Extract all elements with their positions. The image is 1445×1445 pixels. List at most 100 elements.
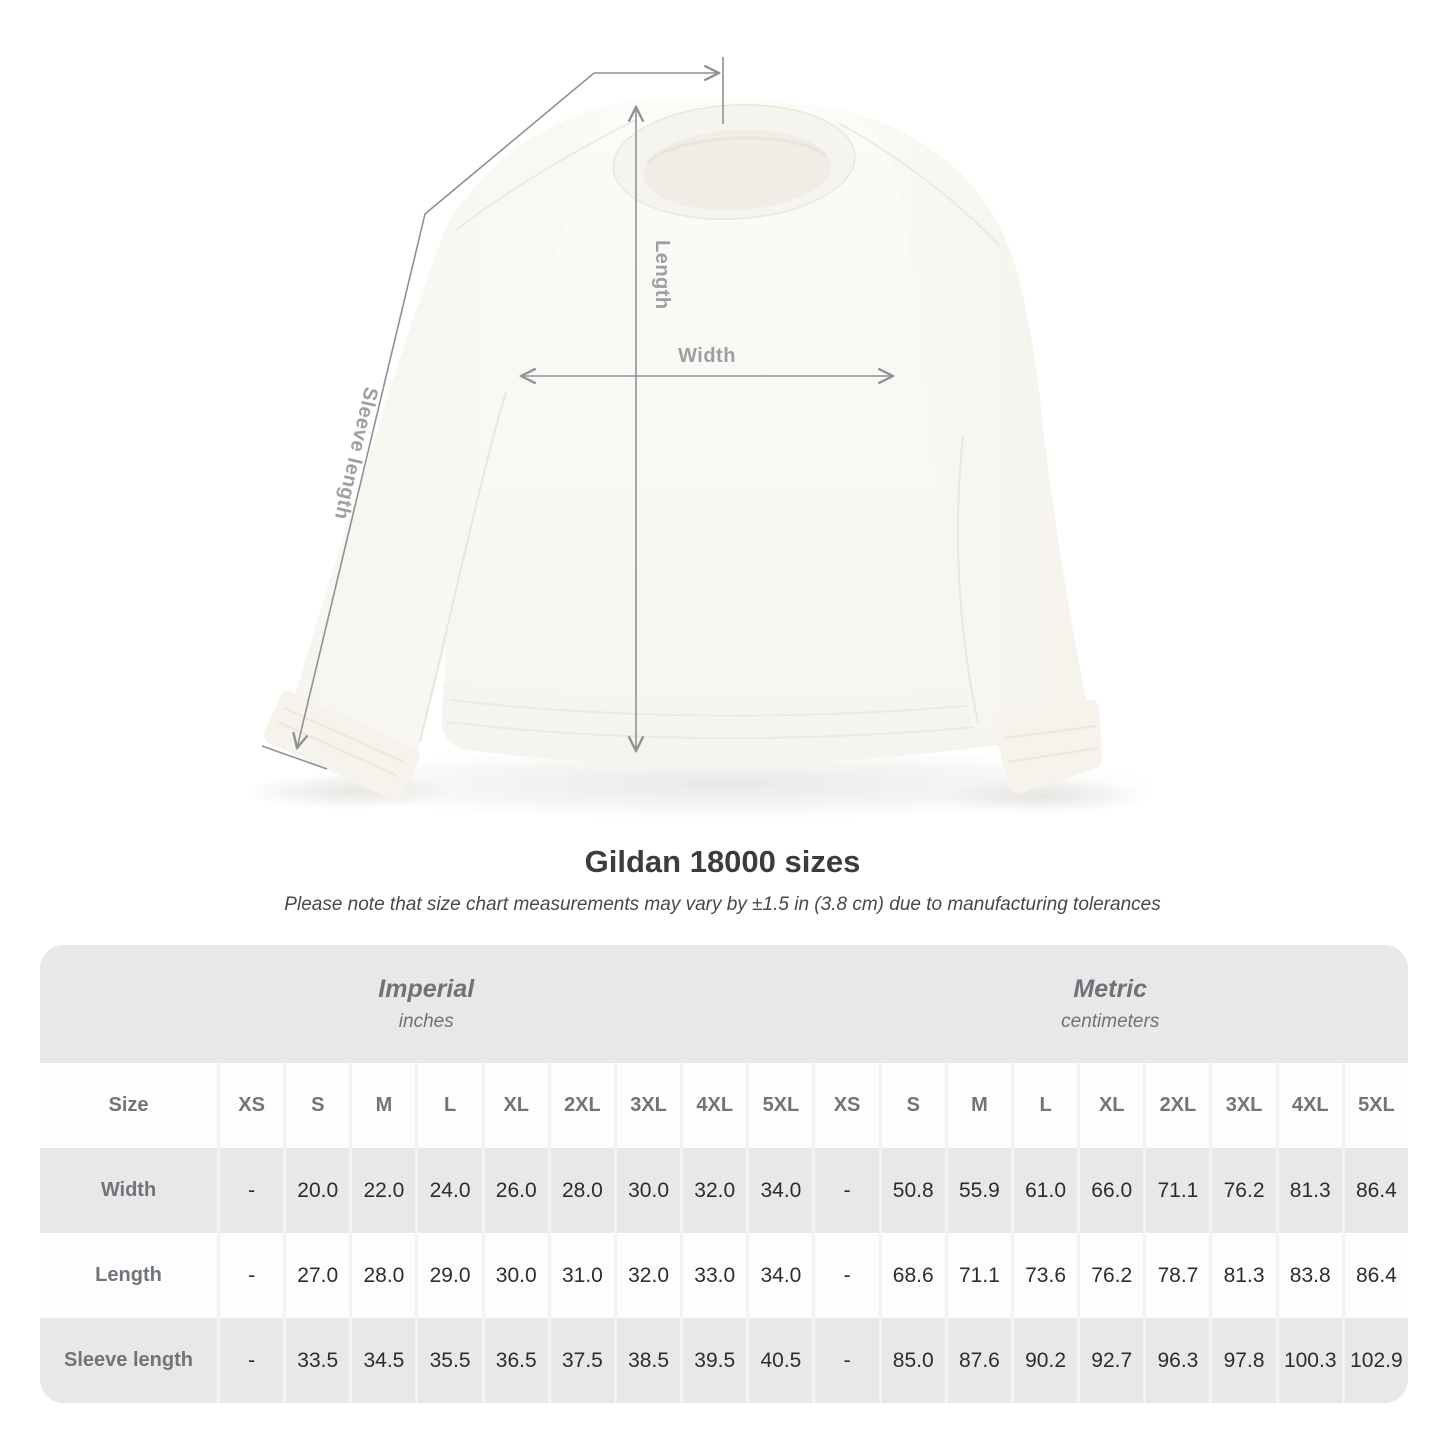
measurement-value: 71.1 bbox=[1143, 1148, 1210, 1233]
measurement-value: 55.9 bbox=[944, 1148, 1011, 1233]
measurement-value: 28.0 bbox=[349, 1233, 416, 1318]
measurement-value: - bbox=[812, 1233, 879, 1318]
section-unit: centimeters bbox=[1061, 1011, 1160, 1032]
length-label: Length bbox=[651, 240, 673, 310]
measurement-value: 37.5 bbox=[547, 1318, 614, 1403]
size-header-metric-4xl: 4XL bbox=[1275, 1063, 1342, 1148]
measurement-value: - bbox=[217, 1233, 284, 1318]
measurement-value: 20.0 bbox=[283, 1148, 350, 1233]
measurement-value: 33.0 bbox=[680, 1233, 747, 1318]
measurement-value: 38.5 bbox=[613, 1318, 681, 1403]
measurement-value: 32.0 bbox=[613, 1233, 681, 1318]
measurement-lines bbox=[261, 57, 893, 770]
size-header-metric-xl: XL bbox=[1077, 1063, 1144, 1148]
measurement-value: 68.6 bbox=[878, 1233, 945, 1318]
measurement-value: 30.0 bbox=[481, 1233, 548, 1318]
size-header-metric-2xl: 2XL bbox=[1143, 1063, 1210, 1148]
measurement-value: 86.4 bbox=[1341, 1148, 1408, 1233]
ground-shadow bbox=[243, 748, 1155, 820]
sleeve-length-arrow bbox=[297, 73, 719, 748]
size-header-imperial-xl: XL bbox=[481, 1063, 548, 1148]
measurement-value: 81.3 bbox=[1275, 1148, 1342, 1233]
row-label: Sleeve length bbox=[40, 1318, 217, 1403]
section-unit: inches bbox=[398, 1011, 454, 1032]
size-header-imperial-2xl: 2XL bbox=[547, 1063, 614, 1148]
right-cuff-rib bbox=[1002, 725, 1097, 739]
measurement-value: - bbox=[217, 1148, 284, 1233]
right-armhole-seam bbox=[956, 435, 979, 723]
measurement-value: 36.5 bbox=[481, 1318, 548, 1403]
right-cuff bbox=[992, 699, 1103, 794]
measurement-value: 34.5 bbox=[349, 1318, 416, 1403]
right-sleeve bbox=[855, 114, 1087, 732]
size-header-imperial-xs: XS bbox=[217, 1063, 284, 1148]
section-header-metric: Metric centimeters bbox=[812, 945, 1408, 1063]
size-header-metric-5xl: 5XL bbox=[1341, 1063, 1408, 1148]
measurement-value: - bbox=[812, 1148, 879, 1233]
measurement-value: 61.0 bbox=[1010, 1148, 1078, 1233]
measurement-value: 100.3 bbox=[1275, 1318, 1342, 1403]
measurement-value: 96.3 bbox=[1143, 1318, 1210, 1403]
section-name: Imperial bbox=[378, 975, 475, 1003]
measurement-value: 35.5 bbox=[415, 1318, 482, 1403]
size-header-metric-3xl: 3XL bbox=[1209, 1063, 1276, 1148]
measurement-value: 34.0 bbox=[746, 1233, 813, 1318]
size-col-label: Size bbox=[40, 1063, 217, 1148]
section-header-imperial: Imperial inches bbox=[40, 945, 813, 1063]
size-header-imperial-5xl: 5XL bbox=[746, 1063, 813, 1148]
measurement-value: 27.0 bbox=[283, 1233, 350, 1318]
size-table: Imperial inches Metric centimeters Size XS S M L… bbox=[40, 945, 1408, 1403]
measurement-value: - bbox=[812, 1318, 879, 1403]
measurement-value: 87.6 bbox=[944, 1318, 1011, 1403]
measurement-value: 22.0 bbox=[349, 1148, 416, 1233]
sweatshirt-illustration bbox=[264, 99, 1103, 800]
size-header-metric-xs: XS bbox=[812, 1063, 879, 1148]
section-name: Metric bbox=[1073, 975, 1148, 1003]
measurement-value: 86.4 bbox=[1341, 1233, 1408, 1318]
measurement-value: 28.0 bbox=[547, 1148, 614, 1233]
tolerance-note: Please note that size chart measurements… bbox=[284, 894, 1161, 915]
measurement-value: 83.8 bbox=[1275, 1233, 1342, 1318]
size-header-imperial-4xl: 4XL bbox=[680, 1063, 747, 1148]
measurement-value: 34.0 bbox=[746, 1148, 813, 1233]
measurement-value: 26.0 bbox=[481, 1148, 548, 1233]
measurement-value: 40.5 bbox=[746, 1318, 813, 1403]
measurement-value: 50.8 bbox=[878, 1148, 945, 1233]
measurement-value: 66.0 bbox=[1077, 1148, 1144, 1233]
width-label: Width bbox=[678, 345, 736, 367]
page-title: Gildan 18000 sizes bbox=[584, 844, 861, 879]
measurement-value: 32.0 bbox=[680, 1148, 747, 1233]
measurement-value: 85.0 bbox=[878, 1318, 945, 1403]
measurement-value: 24.0 bbox=[415, 1148, 482, 1233]
size-header-imperial-m: M bbox=[349, 1063, 416, 1148]
right-shoulder-seam bbox=[839, 123, 1001, 247]
size-header-metric-s: S bbox=[878, 1063, 945, 1148]
measurement-value: 76.2 bbox=[1077, 1233, 1144, 1318]
measurement-value: 71.1 bbox=[944, 1233, 1011, 1318]
measurement-value: 90.2 bbox=[1010, 1318, 1078, 1403]
measurement-value: 97.8 bbox=[1209, 1318, 1276, 1403]
measurement-value: 76.2 bbox=[1209, 1148, 1276, 1233]
cuff-tick bbox=[261, 745, 328, 770]
row-label: Width bbox=[40, 1148, 217, 1233]
measurement-value: 102.9 bbox=[1341, 1318, 1408, 1403]
size-header-imperial-l: L bbox=[415, 1063, 482, 1148]
measurement-value: 39.5 bbox=[680, 1318, 747, 1403]
measurement-value: - bbox=[217, 1318, 284, 1403]
size-header-metric-m: M bbox=[944, 1063, 1011, 1148]
right-cuff-rib bbox=[1008, 747, 1099, 763]
measurement-value: 30.0 bbox=[613, 1148, 681, 1233]
size-header-imperial-3xl: 3XL bbox=[613, 1063, 681, 1148]
measurement-value: 81.3 bbox=[1209, 1233, 1276, 1318]
measurement-value: 33.5 bbox=[283, 1318, 350, 1403]
row-label: Length bbox=[40, 1233, 217, 1318]
measurement-value: 92.7 bbox=[1077, 1318, 1144, 1403]
size-header-imperial-s: S bbox=[283, 1063, 350, 1148]
sweatshirt-diagram: Width Length Sleeve length bbox=[243, 57, 1155, 820]
size-header-metric-l: L bbox=[1010, 1063, 1078, 1148]
measurement-value: 29.0 bbox=[415, 1233, 482, 1318]
measurement-value: 73.6 bbox=[1010, 1233, 1078, 1318]
measurement-value: 78.7 bbox=[1143, 1233, 1210, 1318]
measurement-value: 31.0 bbox=[547, 1233, 614, 1318]
